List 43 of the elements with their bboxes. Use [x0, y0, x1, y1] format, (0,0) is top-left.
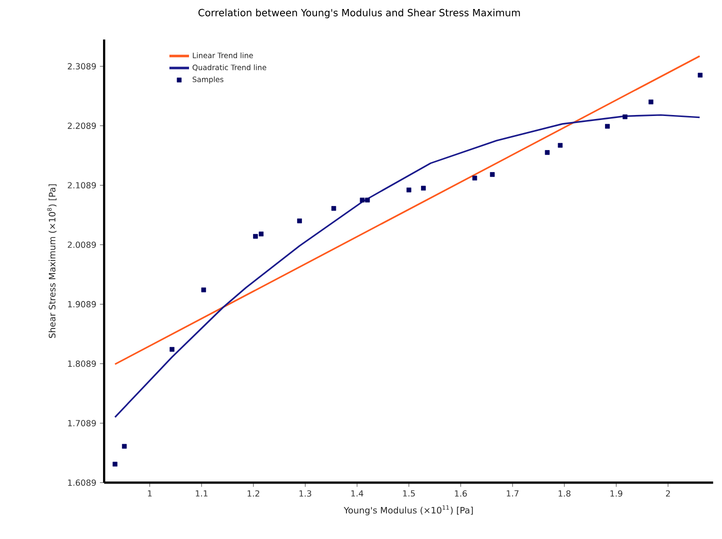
y-tick-label: 2.2089 [68, 122, 96, 129]
x-tick-label: 1.6 [455, 490, 467, 497]
x-tick-label: 1.2 [248, 490, 260, 497]
x-tick-label: 1.3 [300, 490, 312, 497]
x-tick-label: 1.1 [196, 490, 208, 496]
x-tick-label: 1.7 [506, 490, 518, 496]
y-tick-label: 2.0089 [68, 242, 96, 248]
y-tick-label: 1.8089 [68, 360, 96, 367]
y-tick-label: 1.7089 [68, 420, 96, 426]
point [490, 172, 495, 177]
chart-title: Correlation between Young's Modulus and Shear Stress Maximum [198, 8, 520, 18]
point [331, 206, 336, 211]
point [558, 143, 563, 148]
point [472, 176, 478, 180]
y-tick-label: 1.9089 [68, 301, 96, 308]
y-tick-label: 1.6089 [68, 480, 96, 486]
point [112, 462, 118, 467]
y-tick-label: 2.1089 [68, 182, 96, 188]
x-tick-label: 1 [148, 490, 152, 496]
y-axis-title: Shear Stress Maximum (×10$^{8}$) [Pa] [47, 184, 57, 338]
point [605, 124, 610, 129]
point [698, 72, 703, 78]
point [648, 100, 654, 104]
point [360, 198, 365, 202]
point [297, 218, 302, 224]
point [170, 347, 174, 352]
x-axis-title: Young's Modulus (×10$^{11}$) [Pa] [344, 505, 473, 516]
x-tick-label: 1.4 [351, 490, 364, 496]
point [258, 232, 264, 236]
point [122, 444, 127, 449]
y-tick-label: 2.3089 [68, 63, 96, 70]
line-series [114, 114, 700, 418]
point [622, 114, 628, 120]
x-tick-label: 2 [666, 490, 670, 497]
point [421, 186, 426, 191]
x-tick-label: 1.9 [610, 490, 622, 497]
x-tick-label: 1.8 [558, 490, 570, 497]
x-tick-label: 1.5 [403, 490, 415, 497]
point [201, 288, 206, 292]
point [406, 188, 412, 192]
point [365, 198, 370, 202]
point [253, 234, 258, 239]
point [544, 150, 550, 155]
